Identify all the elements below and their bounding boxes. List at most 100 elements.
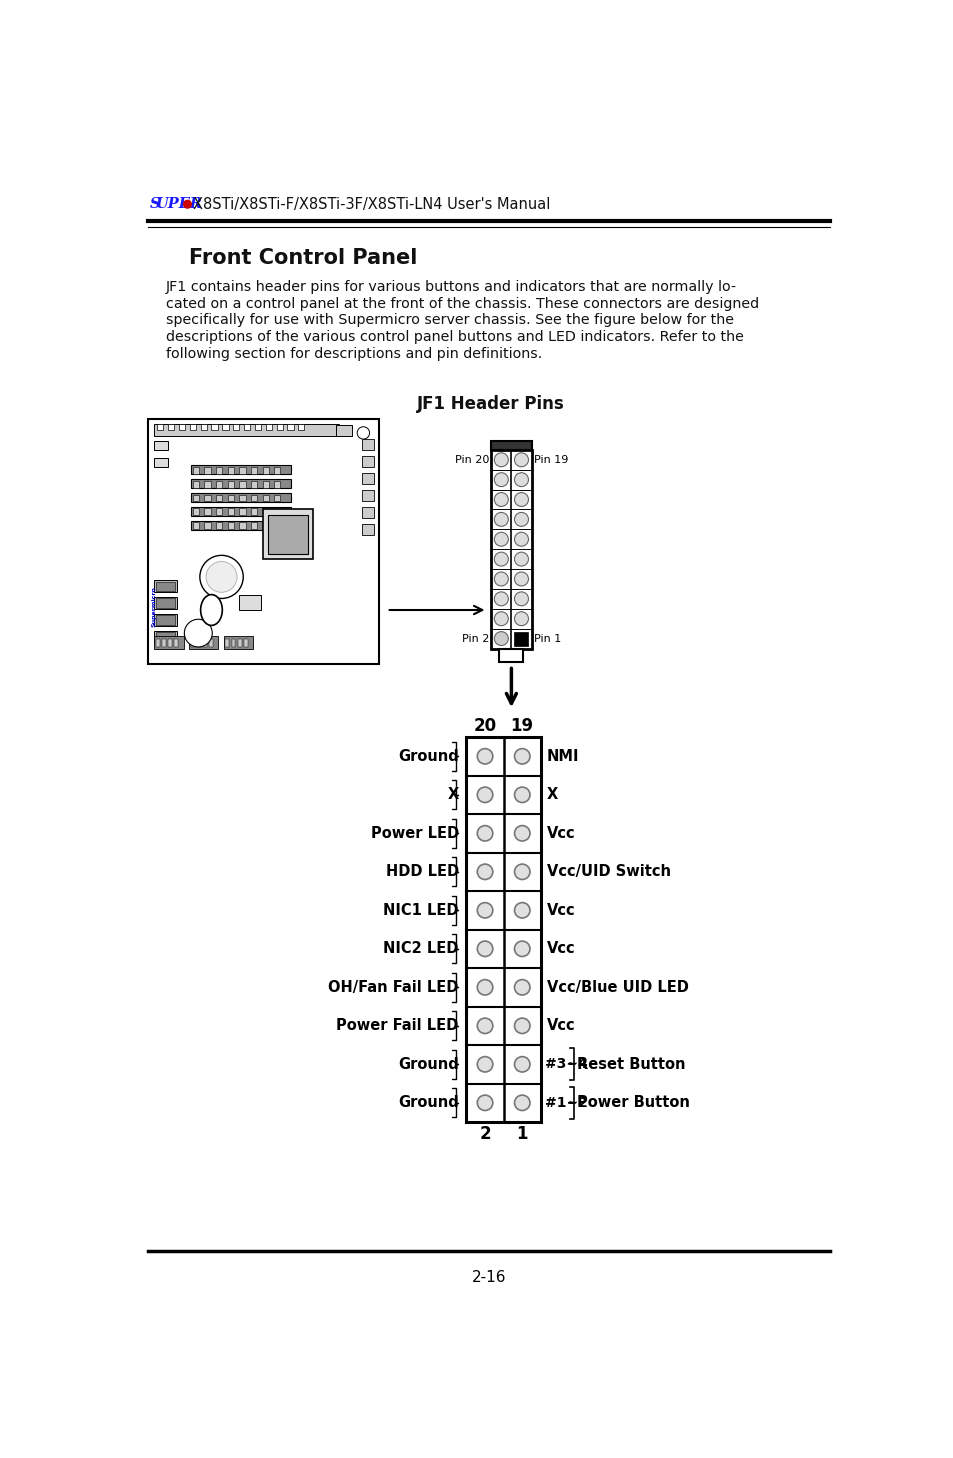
Bar [262, 481, 269, 487]
Bar [239, 467, 245, 474]
Text: JF1 contains header pins for various buttons and indicators that are normally lo: JF1 contains header pins for various but… [166, 280, 736, 293]
Circle shape [514, 787, 530, 802]
Bar [191, 639, 194, 647]
Circle shape [494, 612, 508, 625]
Circle shape [199, 555, 243, 598]
Bar [251, 481, 257, 487]
Bar [251, 467, 257, 474]
Text: X: X [546, 787, 558, 802]
Circle shape [514, 512, 528, 526]
Circle shape [184, 620, 212, 647]
Bar [498, 649, 523, 662]
Text: Pin 20: Pin 20 [454, 455, 488, 465]
Bar [361, 456, 374, 467]
Bar [276, 424, 282, 430]
Circle shape [494, 512, 508, 526]
Bar [335, 426, 352, 436]
Bar [154, 440, 168, 451]
Text: following section for descriptions and pin definitions.: following section for descriptions and p… [166, 347, 541, 362]
Circle shape [494, 472, 508, 487]
Bar [239, 522, 245, 529]
Text: JF1 Header Pins: JF1 Header Pins [416, 395, 564, 414]
Text: Power Fail LED: Power Fail LED [336, 1018, 458, 1034]
Bar [514, 631, 528, 646]
Text: #3~4: #3~4 [544, 1057, 587, 1072]
Bar [196, 639, 200, 647]
Bar [154, 636, 183, 649]
Bar [244, 424, 250, 430]
Bar [156, 615, 174, 624]
Text: Vcc/Blue UID LED: Vcc/Blue UID LED [546, 980, 688, 994]
Bar [216, 467, 222, 474]
Bar [191, 465, 291, 474]
Bar [154, 458, 168, 467]
Bar [204, 509, 211, 515]
Text: S: S [150, 197, 161, 211]
Bar [228, 509, 233, 515]
Bar [287, 424, 294, 430]
Bar [168, 639, 172, 647]
Bar [244, 639, 248, 647]
Text: Vcc/UID Switch: Vcc/UID Switch [546, 865, 670, 879]
Bar [251, 509, 257, 515]
Text: Ground: Ground [397, 1095, 458, 1111]
Circle shape [514, 572, 528, 586]
Text: Ground: Ground [397, 749, 458, 764]
Text: specifically for use with Supermicro server chassis. See the figure below for th: specifically for use with Supermicro ser… [166, 313, 733, 328]
Bar [156, 582, 174, 590]
Bar [222, 424, 229, 430]
Bar [203, 639, 207, 647]
Text: UPER: UPER [156, 197, 203, 211]
Circle shape [514, 865, 530, 879]
Bar [179, 424, 185, 430]
Bar [154, 580, 177, 592]
Bar [191, 521, 291, 529]
Bar [191, 480, 291, 488]
Bar [239, 509, 245, 515]
Circle shape [514, 472, 528, 487]
Circle shape [494, 453, 508, 467]
Bar [262, 522, 269, 529]
Text: descriptions of the various control panel buttons and LED indicators. Refer to t: descriptions of the various control pane… [166, 331, 742, 344]
Text: #1~2: #1~2 [544, 1096, 587, 1110]
Bar [204, 494, 211, 502]
Bar [204, 522, 211, 529]
Bar [274, 481, 280, 487]
Bar [216, 509, 222, 515]
Text: Pin 2: Pin 2 [461, 634, 488, 643]
Bar [191, 493, 291, 502]
Bar [268, 515, 307, 554]
Circle shape [514, 940, 530, 956]
Text: cated on a control panel at the front of the chassis. These connectors are desig: cated on a control panel at the front of… [166, 296, 758, 311]
Bar [204, 467, 211, 474]
Circle shape [514, 532, 528, 547]
Bar [209, 639, 213, 647]
Bar [274, 522, 280, 529]
Bar [262, 509, 269, 515]
Circle shape [494, 572, 508, 586]
Circle shape [476, 1095, 493, 1111]
Bar [191, 507, 291, 516]
Bar [174, 639, 178, 647]
Bar [251, 522, 257, 529]
Circle shape [494, 532, 508, 547]
Bar [154, 631, 177, 643]
Circle shape [514, 980, 530, 994]
Circle shape [476, 865, 493, 879]
Bar [239, 595, 261, 609]
Bar [224, 636, 253, 649]
Bar [193, 509, 199, 515]
Circle shape [183, 200, 192, 208]
Text: X8STi/X8STi-F/X8STi-3F/X8STi-LN4 User's Manual: X8STi/X8STi-F/X8STi-3F/X8STi-LN4 User's … [193, 197, 550, 211]
Bar [225, 639, 229, 647]
Text: Vcc: Vcc [546, 825, 575, 841]
Circle shape [476, 980, 493, 994]
Bar [266, 424, 272, 430]
Bar [274, 467, 280, 474]
Circle shape [514, 1095, 530, 1111]
Bar [204, 481, 211, 487]
Circle shape [514, 612, 528, 625]
Text: 1: 1 [516, 1126, 527, 1143]
Bar [156, 598, 174, 608]
Bar [168, 424, 174, 430]
